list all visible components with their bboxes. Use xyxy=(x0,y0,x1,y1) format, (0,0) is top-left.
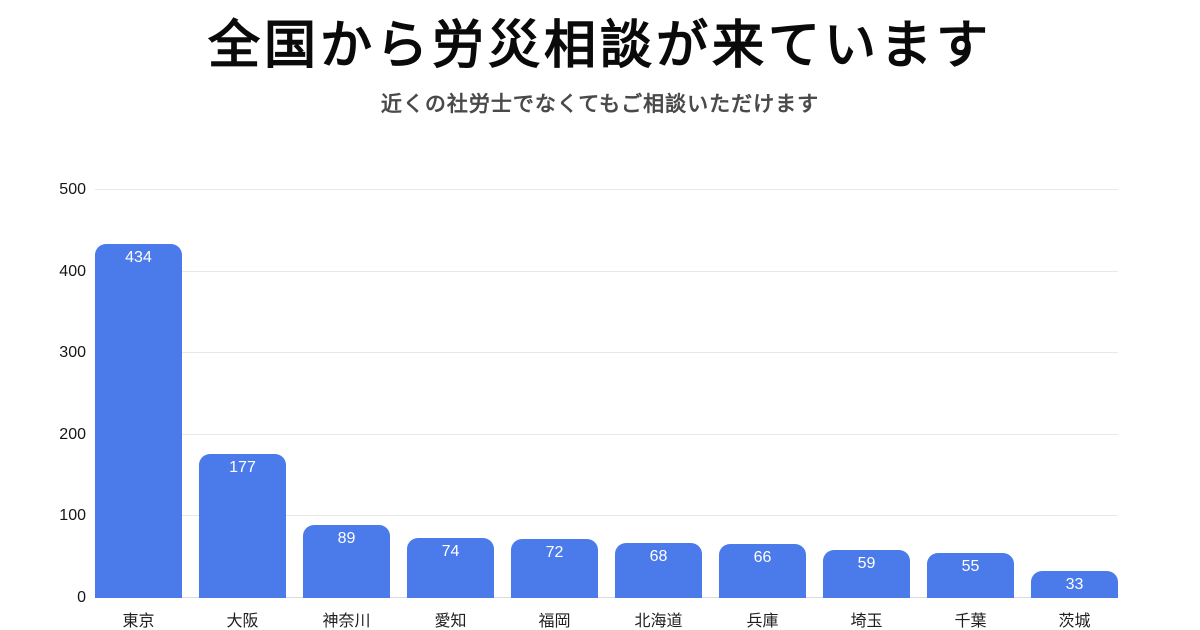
chart-title: 全国から労災相談が来ています xyxy=(207,17,992,75)
bar-slot: 59 埼玉 xyxy=(823,190,910,630)
bar: 177 xyxy=(199,453,286,598)
bar-value-label: 59 xyxy=(857,554,876,572)
gridline xyxy=(95,352,1118,354)
bar: 89 xyxy=(303,525,390,598)
gridline xyxy=(95,433,1118,435)
x-tick-label: 福岡 xyxy=(538,613,571,630)
gridline xyxy=(95,189,1118,190)
bar: 59 xyxy=(823,549,910,598)
bar-value-label: 74 xyxy=(441,542,460,560)
x-tick-label: 大阪 xyxy=(226,613,259,630)
bar-value-label: 177 xyxy=(229,458,256,476)
gridline xyxy=(95,270,1118,272)
bar-value-label: 68 xyxy=(649,547,668,565)
bar: 68 xyxy=(615,542,702,598)
bar: 66 xyxy=(719,544,806,598)
x-tick-label: 埼玉 xyxy=(850,613,883,630)
plot-area: 434 東京 177 大阪 89 神奈川 74 愛知 72 福岡 68 北海道 66 兵庫 59 埼玉 55 千葉… xyxy=(59,181,1118,630)
x-tick-label: 兵庫 xyxy=(746,613,779,630)
bar: 434 xyxy=(95,243,182,598)
bar-slot: 66 兵庫 xyxy=(719,190,806,630)
bar-slot: 68 北海道 xyxy=(615,190,702,630)
bar-slot: 33 茨城 xyxy=(1031,190,1118,630)
bar-value-label: 66 xyxy=(753,549,772,567)
bar-slot: 434 東京 xyxy=(95,190,182,630)
bar-value-label: 89 xyxy=(337,530,356,548)
bar: 55 xyxy=(927,553,1014,598)
bar-slot: 55 千葉 xyxy=(927,190,1014,630)
bar: 72 xyxy=(511,539,598,598)
y-tick-label: 200 xyxy=(59,425,86,443)
gridline xyxy=(95,515,1118,517)
bar-value-label: 55 xyxy=(961,558,980,576)
bar-value-label: 434 xyxy=(125,248,152,266)
gridline xyxy=(95,597,1118,598)
x-tick-label: 東京 xyxy=(122,613,155,630)
bar-slot: 72 福岡 xyxy=(511,190,598,630)
bar-value-label: 72 xyxy=(545,544,564,562)
bar: 74 xyxy=(407,537,494,598)
y-tick-label: 400 xyxy=(59,262,86,280)
bar: 33 xyxy=(1031,571,1118,598)
x-tick-label: 神奈川 xyxy=(322,613,371,630)
bars: 434 東京 177 大阪 89 神奈川 74 愛知 72 福岡 68 北海道 66 兵庫 59 埼玉 55 千葉… xyxy=(95,190,1118,630)
y-tick-label: 100 xyxy=(59,507,86,525)
x-tick-label: 千葉 xyxy=(954,613,987,630)
x-tick-label: 北海道 xyxy=(634,613,683,630)
x-tick-label: 愛知 xyxy=(434,613,467,630)
y-tick-label: 300 xyxy=(59,344,86,362)
bar-slot: 89 神奈川 xyxy=(303,190,390,630)
x-tick-label: 茨城 xyxy=(1058,613,1091,630)
y-tick-label: 0 xyxy=(77,589,86,606)
bar-slot: 177 大阪 xyxy=(199,190,286,630)
bar-slot: 74 愛知 xyxy=(407,190,494,630)
y-tick-label: 500 xyxy=(59,181,86,198)
bar-value-label: 33 xyxy=(1065,576,1084,594)
chart-subtitle: 近くの社労士でなくてもご相談いただけます xyxy=(380,93,820,116)
